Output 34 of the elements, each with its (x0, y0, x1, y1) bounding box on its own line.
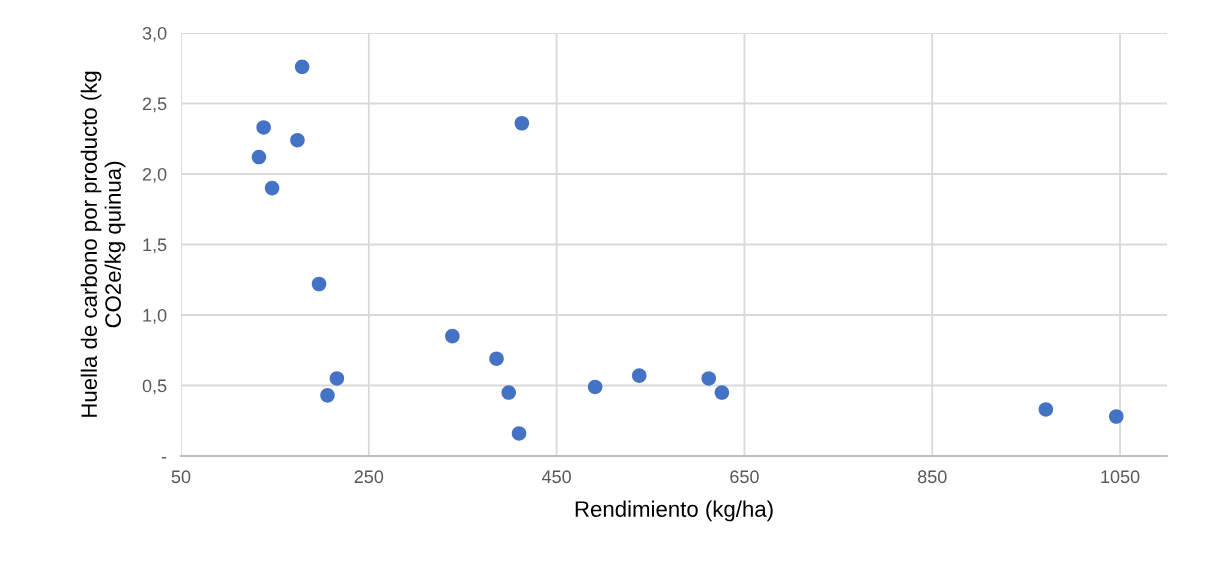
point (489, 351, 504, 366)
x-tick-label: 250 (354, 470, 384, 484)
x-tick-label: 1050 (1101, 470, 1140, 484)
point (714, 385, 730, 400)
point (264, 180, 280, 196)
point (311, 276, 327, 292)
point (1038, 402, 1054, 417)
point (631, 368, 647, 383)
point (294, 59, 310, 75)
x-tick-label: 650 (730, 470, 759, 484)
point (320, 388, 335, 403)
point (501, 385, 517, 400)
y-tick-label: 1,0 (143, 308, 167, 324)
y-tick-label: - (161, 457, 167, 459)
y-tick-label: 0,5 (142, 379, 167, 395)
point (445, 328, 460, 344)
y-tick-label: 3,0 (142, 26, 167, 42)
point (256, 120, 271, 135)
point (251, 149, 267, 165)
point (587, 379, 603, 395)
y-tick-label: 2,5 (142, 97, 167, 113)
point (514, 115, 530, 131)
x-tick-label: 850 (917, 470, 947, 484)
point (1109, 409, 1124, 424)
y-tick-label: 1,5 (143, 238, 167, 254)
point (290, 132, 305, 148)
point (701, 371, 717, 386)
y-tick-label: 2,0 (142, 167, 167, 183)
point (511, 426, 527, 441)
x-axis-title: Rendimiento (kg/ha) (575, 500, 773, 522)
x-tick-label: 450 (541, 470, 571, 484)
x-tick-label: 50 (171, 470, 191, 484)
point (329, 371, 345, 386)
y-axis-title: Huella de carbono por producto (kg CO2e/kg quinua) (80, 71, 126, 417)
